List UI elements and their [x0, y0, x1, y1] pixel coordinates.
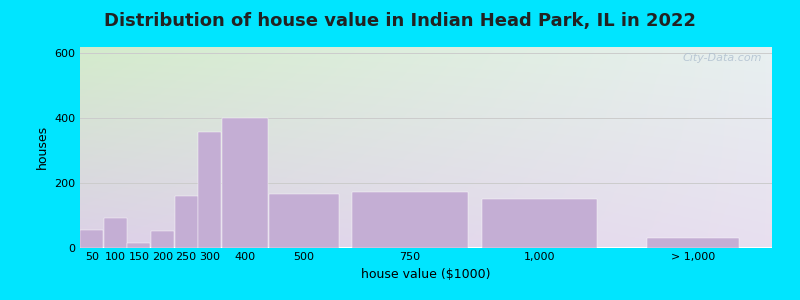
Y-axis label: houses: houses [35, 125, 49, 169]
Bar [646, 238, 739, 247]
Bar [104, 218, 127, 248]
Text: Distribution of house value in Indian Head Park, IL in 2022: Distribution of house value in Indian He… [104, 12, 696, 30]
Bar [352, 192, 468, 248]
Bar [151, 231, 174, 248]
Bar [127, 243, 150, 248]
Text: City-Data.com: City-Data.com [682, 52, 762, 62]
Bar [222, 118, 268, 248]
Bar [270, 194, 338, 247]
X-axis label: house value ($1000): house value ($1000) [362, 268, 490, 281]
Bar [174, 196, 198, 247]
Bar [482, 199, 598, 248]
Bar [80, 230, 103, 248]
Bar [198, 132, 221, 248]
